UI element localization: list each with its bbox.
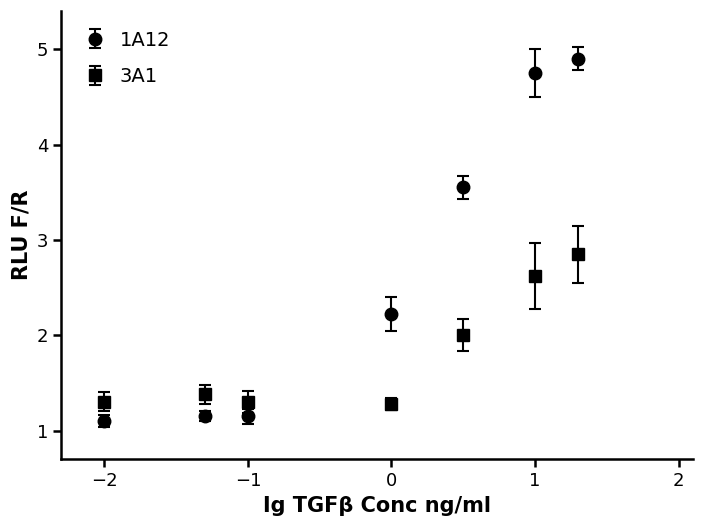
Legend: 1A12, 3A1: 1A12, 3A1 bbox=[71, 21, 180, 96]
X-axis label: Ig TGFβ Conc ng/ml: Ig TGFβ Conc ng/ml bbox=[263, 496, 491, 516]
Y-axis label: RLU F/R: RLU F/R bbox=[11, 190, 31, 280]
